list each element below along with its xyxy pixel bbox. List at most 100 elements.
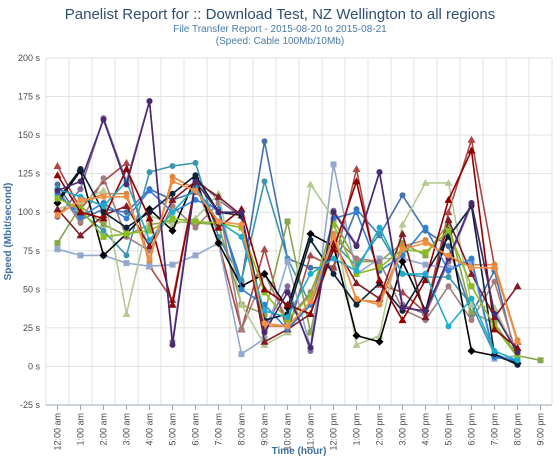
data-point [307, 344, 314, 351]
data-point [214, 223, 223, 231]
data-point [192, 178, 199, 185]
data-point [169, 209, 176, 216]
data-point [376, 264, 383, 271]
data-point [168, 195, 177, 203]
data-point [100, 203, 107, 210]
data-point [399, 304, 406, 311]
data-point [307, 264, 314, 271]
data-point [146, 263, 153, 270]
data-point [100, 116, 107, 123]
data-point [467, 269, 476, 277]
series-12 [54, 187, 521, 364]
data-point [330, 270, 337, 277]
series-lines [53, 98, 544, 368]
data-point [445, 243, 452, 250]
data-point [399, 240, 406, 247]
data-point [77, 186, 84, 193]
data-point [123, 224, 130, 231]
data-point [123, 215, 130, 222]
data-point [169, 190, 176, 197]
data-point [444, 195, 453, 203]
data-point [284, 323, 291, 330]
data-point [307, 292, 314, 299]
data-point [330, 255, 337, 262]
data-point [54, 181, 61, 188]
data-point [169, 261, 176, 268]
data-point [54, 187, 61, 194]
x-tick-label: 6:00 am [191, 413, 201, 446]
data-point [468, 199, 475, 206]
data-point [145, 242, 154, 250]
data-point [77, 252, 84, 259]
data-point [444, 208, 453, 216]
data-point [146, 236, 153, 243]
data-point [375, 337, 384, 346]
x-tick-label: 3:00 pm [398, 413, 408, 446]
data-point [123, 193, 130, 200]
data-point [491, 311, 498, 318]
data-point [146, 98, 153, 105]
data-point [146, 187, 153, 194]
data-point [307, 298, 314, 305]
data-point [467, 300, 476, 308]
data-point [77, 196, 84, 203]
data-point [376, 224, 383, 231]
data-point [168, 296, 177, 304]
data-point [77, 166, 84, 173]
data-point [445, 273, 452, 280]
data-point [54, 246, 61, 253]
data-point [422, 252, 429, 259]
data-point [122, 310, 131, 318]
data-point [514, 361, 521, 368]
data-point [375, 276, 384, 284]
data-point [77, 213, 84, 220]
y-tick-label: 50 s [23, 284, 41, 294]
data-point [422, 249, 429, 256]
data-point [306, 229, 315, 238]
data-point [215, 218, 222, 225]
data-point [514, 354, 521, 361]
data-point [168, 226, 177, 235]
data-point [468, 295, 475, 302]
data-point [260, 245, 269, 253]
data-point [421, 313, 430, 321]
data-point [100, 175, 107, 182]
data-point [468, 283, 475, 290]
data-point [169, 162, 176, 169]
x-tick-label: 11:00 am [306, 413, 316, 450]
data-point [123, 230, 130, 237]
x-tick-label: 8:00 am [237, 413, 247, 446]
data-point [146, 227, 153, 234]
data-point [352, 279, 361, 287]
data-point [123, 260, 130, 267]
data-point [514, 338, 521, 345]
data-point [352, 340, 361, 348]
x-tick-label: 4:00 am [145, 413, 155, 446]
series-18 [54, 178, 521, 345]
data-point [353, 258, 360, 265]
data-point [514, 349, 521, 356]
data-point [284, 258, 291, 265]
data-point [467, 146, 476, 154]
data-point [169, 341, 176, 348]
data-point [398, 220, 407, 228]
data-point [421, 276, 430, 284]
data-point [422, 261, 429, 268]
data-point [330, 221, 337, 228]
data-point [376, 301, 383, 308]
chart-title: Panelist Report for :: Download Test, NZ… [64, 6, 496, 23]
y-tick-label: -25 s [20, 400, 41, 410]
data-point [306, 310, 315, 318]
x-tick-label: 12:00 pm [329, 413, 339, 451]
data-point [261, 289, 268, 296]
data-point [468, 309, 475, 316]
data-point [422, 270, 429, 277]
data-point [468, 255, 475, 262]
data-point [330, 209, 337, 216]
x-tick-label: 1:00 am [76, 413, 86, 446]
data-point [353, 243, 360, 250]
data-point [444, 215, 453, 223]
x-tick-label: 2:00 pm [375, 413, 385, 446]
data-point [445, 267, 452, 274]
data-point [261, 320, 268, 327]
